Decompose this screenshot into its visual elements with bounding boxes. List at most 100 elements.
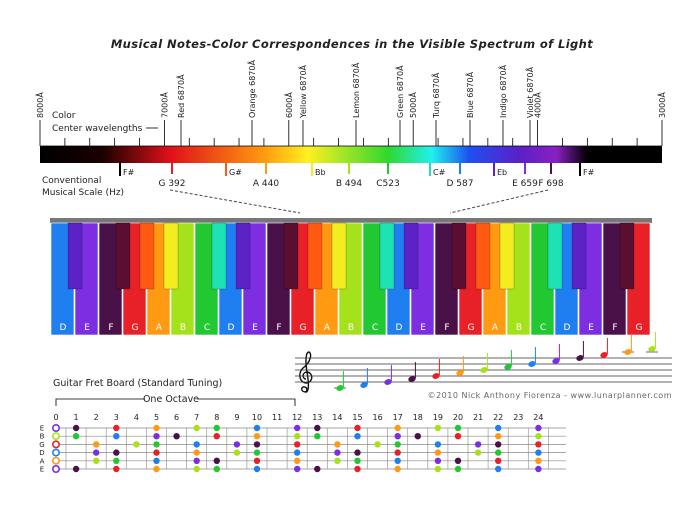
center-label: Blue 6870Å <box>464 71 475 118</box>
black-key <box>403 222 419 290</box>
fret-dot <box>314 424 321 432</box>
key-label: E <box>252 323 258 333</box>
open-string <box>51 432 60 441</box>
fret-dot <box>354 424 361 432</box>
staff-note <box>432 373 440 379</box>
note-label: Bb <box>315 168 326 177</box>
note-label: C# <box>433 168 446 177</box>
fret-number: 2 <box>94 413 99 422</box>
fret-dot <box>193 424 200 432</box>
black-key <box>379 222 395 290</box>
center-label: Turq 6870Å <box>430 72 441 119</box>
key-label: F <box>612 323 617 333</box>
black-key <box>235 222 251 290</box>
fret-number: 8 <box>214 413 219 422</box>
fret-number: 14 <box>332 413 342 422</box>
open-string <box>51 464 60 473</box>
wavelength-label: 8000Å <box>34 92 45 118</box>
key-label: E <box>420 323 426 333</box>
fret-dot <box>394 424 401 432</box>
fret-dot <box>294 441 301 448</box>
fret-dot <box>153 449 160 456</box>
staff-note <box>648 346 656 352</box>
key-label: D <box>564 323 571 333</box>
fret-dot <box>474 441 482 448</box>
fret-dot <box>334 449 341 456</box>
fret-dot <box>253 433 261 440</box>
fret-dot <box>93 457 100 464</box>
fret-dot <box>113 457 120 464</box>
center-label: Color <box>52 111 76 121</box>
key-label: E <box>588 323 594 333</box>
fret-dot <box>173 433 180 440</box>
black-key <box>211 222 227 290</box>
fret-dot <box>454 465 462 473</box>
fret-dot <box>193 441 200 448</box>
fret-number: 11 <box>272 413 282 422</box>
fret-dot <box>495 441 502 448</box>
fret-number: 23 <box>513 413 523 422</box>
fret-dot <box>434 457 442 464</box>
fret-dot <box>93 449 100 456</box>
open-string <box>51 423 60 432</box>
fret-dot <box>535 433 542 440</box>
center-label: Violet 6870Å <box>524 66 535 118</box>
fret-number: 12 <box>292 413 302 422</box>
zoom-line <box>449 189 549 214</box>
string-label: D <box>39 449 44 457</box>
fret-dot <box>314 465 321 473</box>
fret-dot <box>394 457 401 464</box>
piano-rail <box>50 218 652 223</box>
open-string <box>51 448 60 457</box>
note-label: Eb <box>497 168 507 177</box>
spectrum-bar <box>40 146 662 163</box>
black-key <box>67 222 83 290</box>
key-label: D <box>228 323 235 333</box>
fret-dot <box>294 465 301 473</box>
fret-dot <box>213 465 220 473</box>
key-label: G <box>132 323 139 333</box>
fret-dot <box>213 424 220 432</box>
note-label: E 659 <box>512 179 538 189</box>
key-label: C <box>540 323 546 333</box>
fret-dot <box>495 449 502 456</box>
fret-number: 0 <box>53 413 58 422</box>
fret-number: 7 <box>194 413 199 422</box>
note-label: G# <box>229 168 242 177</box>
string-label: G <box>39 441 44 449</box>
fret-dot <box>495 433 502 440</box>
wavelength-label: 4000Å <box>532 92 543 118</box>
black-key <box>619 222 635 290</box>
fret-number: 24 <box>533 413 543 422</box>
fret-dot <box>354 457 361 464</box>
octave-label-bg <box>145 393 197 403</box>
treble-clef <box>299 351 313 393</box>
fret-dot <box>213 457 220 464</box>
note-label: F# <box>123 168 135 177</box>
center-label: Indigo 6870Å <box>497 64 508 118</box>
fret-dot <box>153 424 160 432</box>
note-label: C523 <box>376 179 399 189</box>
fret-dot <box>294 449 301 456</box>
fret-number: 4 <box>134 413 139 422</box>
black-key <box>475 222 491 290</box>
key-label: D <box>60 323 67 333</box>
fret-dot <box>153 433 160 440</box>
staff-note <box>624 349 632 355</box>
fret-dot <box>495 457 502 464</box>
fret-dot <box>253 441 261 448</box>
staff-note <box>480 367 488 373</box>
staff-note <box>384 379 392 385</box>
key-label: G <box>300 323 307 333</box>
black-key <box>139 222 155 290</box>
wavelength-label: 3000Å <box>656 92 667 118</box>
fret-dot <box>133 441 140 448</box>
key-label: D <box>396 323 403 333</box>
scale-label: Conventional <box>42 176 101 186</box>
fret-dot <box>113 465 120 473</box>
staff-note <box>528 361 536 367</box>
fret-dot <box>334 457 341 464</box>
fret-dot <box>495 424 502 432</box>
staff-note <box>504 364 512 370</box>
fret-number: 9 <box>234 413 239 422</box>
